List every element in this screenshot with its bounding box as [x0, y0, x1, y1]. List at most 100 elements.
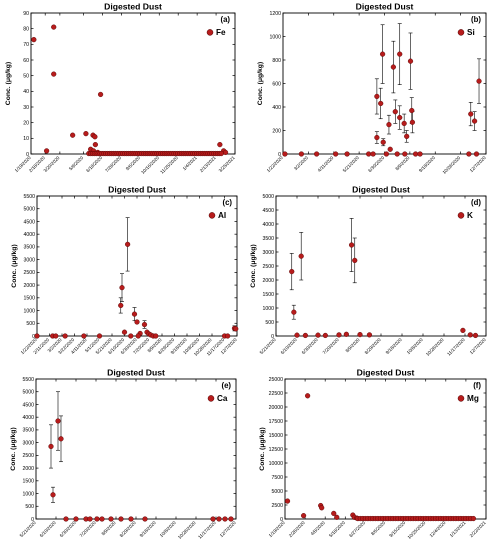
x-tick-label: 7/28/2020 — [104, 155, 122, 173]
data-point — [402, 151, 408, 157]
data-point — [409, 107, 415, 114]
data-point — [97, 91, 104, 98]
data-point — [383, 151, 390, 157]
y-tick-label: 5500 — [22, 377, 34, 383]
data-point — [121, 329, 128, 335]
plot-frame — [30, 12, 236, 155]
y-tick-label: 50 — [23, 73, 29, 79]
y-axis-label: Conc. (μg/kg) — [11, 244, 18, 287]
data-point — [55, 418, 61, 424]
data-point — [392, 109, 398, 115]
data-point — [141, 321, 148, 328]
data-point — [349, 242, 355, 248]
data-point — [409, 119, 416, 125]
plot-frame — [36, 195, 238, 337]
data-point — [134, 319, 140, 325]
data-point — [374, 93, 380, 100]
y-tick-label: 2000 — [23, 283, 35, 289]
y-tick-label: 4000 — [22, 415, 34, 421]
legend-marker — [457, 29, 465, 36]
y-tick-label: 2000 — [262, 278, 274, 284]
data-point — [81, 333, 87, 339]
data-point — [417, 151, 423, 157]
data-point — [366, 332, 373, 338]
y-tick-label: 500 — [25, 504, 34, 510]
y-tick-label: 0 — [26, 152, 29, 158]
x-tick-label: 2/13/2021 — [199, 155, 217, 173]
y-tick-label: 3000 — [262, 250, 274, 256]
data-point — [99, 516, 105, 522]
legend-label: Ca — [217, 394, 228, 403]
y-tick-label: 22500 — [269, 391, 284, 397]
y-axis-label: Conc. (μg/kg) — [10, 427, 17, 470]
x-tick-label: 10/8/2020 — [159, 520, 177, 538]
x-tick-label: 4/11/2020 — [317, 155, 335, 173]
data-point — [333, 151, 339, 157]
x-tick-label: 10/25/2020 — [407, 520, 427, 540]
data-point — [397, 51, 403, 57]
x-tick-label: 10/16/2020 — [140, 155, 160, 175]
x-tick-label: 3/2/2020 — [293, 155, 309, 171]
x-tick-label: 9/18/2020 — [418, 155, 436, 173]
data-point — [63, 516, 69, 522]
x-tick-label: 6/30/2020 — [367, 155, 385, 173]
y-tick-label: 2500 — [262, 264, 274, 270]
data-point — [343, 331, 349, 337]
x-tick-label: 12/4/2020 — [429, 520, 447, 538]
x-tick-label: 1/13/2021 — [449, 520, 467, 538]
y-tick-label: 25000 — [269, 377, 284, 383]
x-tick-label: 1/4/2021 — [182, 155, 198, 171]
data-point — [472, 332, 479, 339]
y-tick-label: 60 — [23, 58, 29, 64]
x-tick-label: 8/6/2020 — [370, 520, 386, 536]
plot-frame — [284, 378, 487, 520]
data-point — [70, 132, 76, 138]
chart-title: Digested Dust — [104, 2, 162, 12]
data-point — [58, 436, 64, 442]
data-point — [289, 269, 295, 275]
data-point — [31, 37, 37, 43]
legend-label: Si — [467, 28, 475, 37]
legend-label: Mg — [467, 394, 479, 403]
y-tick-label: 4500 — [22, 402, 34, 408]
data-point — [217, 142, 223, 148]
chart-title: Digested Dust — [356, 2, 414, 12]
y-tick-label: 3500 — [23, 245, 35, 251]
x-tick-label: 3/25/2021 — [218, 155, 236, 173]
y-tick-label: 3000 — [23, 257, 35, 263]
data-point — [374, 134, 380, 141]
y-tick-label: 17500 — [269, 419, 284, 425]
x-tick-label: 10/28/2020 — [425, 337, 445, 357]
y-tick-label: 2500 — [22, 453, 34, 459]
plot-frame — [275, 195, 487, 337]
y-tick-label: 2000 — [22, 466, 34, 472]
data-point — [407, 58, 414, 64]
data-point — [128, 516, 134, 522]
x-tick-label: 9/18/2020 — [385, 337, 403, 355]
y-tick-label: 1000 — [262, 306, 274, 312]
data-point — [119, 285, 125, 291]
x-tick-label: 5/18/2020 — [328, 520, 346, 538]
x-tick-label: 11/17/2020 — [197, 520, 217, 540]
data-point — [322, 332, 328, 339]
data-point — [135, 333, 141, 339]
data-point — [142, 516, 148, 522]
data-point — [412, 151, 419, 157]
y-tick-label: 2500 — [271, 503, 283, 509]
y-tick-label: 4500 — [262, 208, 274, 214]
y-tick-label: 600 — [272, 81, 281, 87]
y-tick-label: 15000 — [269, 433, 284, 439]
data-point — [87, 516, 93, 522]
y-tick-label: 3500 — [262, 236, 274, 242]
data-point — [210, 516, 216, 522]
y-tick-label: 3500 — [22, 428, 34, 434]
x-tick-label: 8/9/2020 — [101, 520, 117, 536]
data-point — [344, 151, 350, 157]
data-point — [53, 333, 59, 339]
data-point — [233, 326, 239, 332]
data-point — [222, 149, 229, 156]
y-tick-label: 0 — [32, 334, 35, 340]
data-point — [380, 139, 386, 145]
x-tick-label: 6/30/2020 — [301, 337, 319, 355]
data-point — [131, 311, 138, 317]
